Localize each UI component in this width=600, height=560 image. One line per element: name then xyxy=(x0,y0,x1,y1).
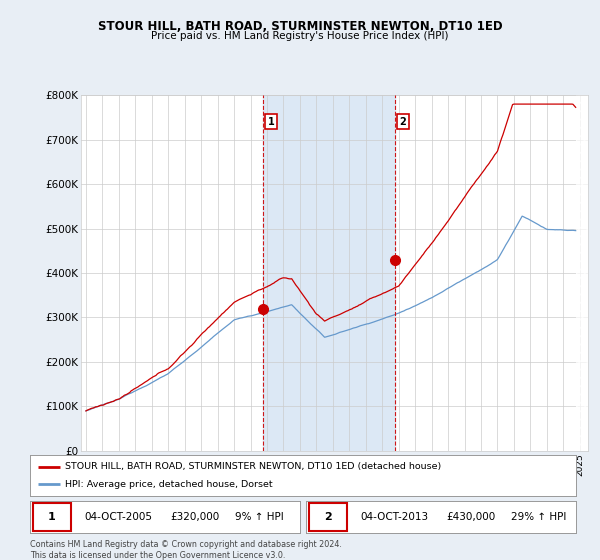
Text: 2: 2 xyxy=(400,116,406,127)
Text: 04-OCT-2013: 04-OCT-2013 xyxy=(360,512,428,522)
Text: STOUR HILL, BATH ROAD, STURMINSTER NEWTON, DT10 1ED: STOUR HILL, BATH ROAD, STURMINSTER NEWTO… xyxy=(98,20,502,32)
Bar xyxy=(33,503,71,530)
Text: Contains HM Land Registry data © Crown copyright and database right 2024.
This d: Contains HM Land Registry data © Crown c… xyxy=(30,540,342,560)
Text: Price paid vs. HM Land Registry's House Price Index (HPI): Price paid vs. HM Land Registry's House … xyxy=(151,31,449,41)
Text: 04-OCT-2005: 04-OCT-2005 xyxy=(84,512,152,522)
Text: 29% ↑ HPI: 29% ↑ HPI xyxy=(511,512,566,522)
Text: 1: 1 xyxy=(48,512,55,522)
Text: STOUR HILL, BATH ROAD, STURMINSTER NEWTON, DT10 1ED (detached house): STOUR HILL, BATH ROAD, STURMINSTER NEWTO… xyxy=(65,462,442,471)
Bar xyxy=(263,95,395,451)
Text: 2: 2 xyxy=(324,512,331,522)
Text: 9% ↑ HPI: 9% ↑ HPI xyxy=(235,512,284,522)
Text: £430,000: £430,000 xyxy=(446,512,496,522)
Bar xyxy=(575,95,600,451)
Text: £320,000: £320,000 xyxy=(170,512,220,522)
Text: HPI: Average price, detached house, Dorset: HPI: Average price, detached house, Dors… xyxy=(65,480,273,489)
Text: 1: 1 xyxy=(268,116,275,127)
Bar xyxy=(309,503,347,530)
